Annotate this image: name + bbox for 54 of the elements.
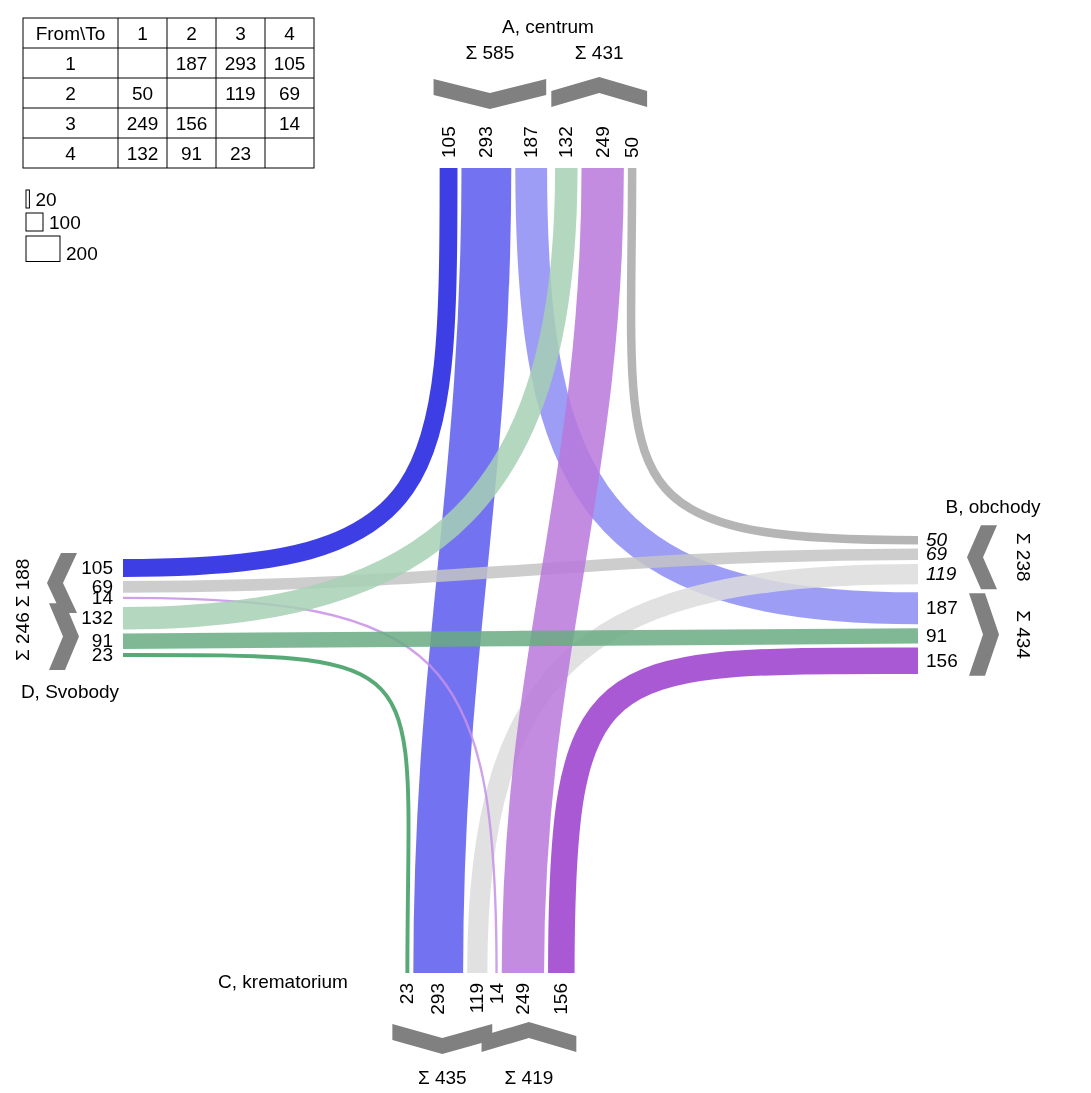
data-label: 249 (511, 983, 533, 1015)
data-label: 293 (427, 983, 449, 1015)
text: 100 (49, 212, 81, 233)
x-tick-label: 1 (137, 23, 148, 44)
data-label: 50 (131, 83, 154, 104)
data-label: 249 (591, 126, 613, 158)
data-label: 119 (466, 983, 488, 1014)
data-label: 156 (926, 649, 958, 671)
data-label: 132 (555, 126, 577, 158)
text: Σ 431 (574, 42, 624, 63)
data-label: 69 (278, 83, 301, 104)
data-label: 187 (520, 126, 542, 158)
data-label: 187 (926, 597, 958, 619)
data-label: 14 (485, 982, 507, 1005)
text: Σ 246 (12, 612, 33, 661)
category-label: B, obchody (945, 496, 1042, 517)
text: Σ 419 (504, 1067, 554, 1088)
data-label: 105 (81, 557, 113, 579)
text: Σ 435 (417, 1067, 467, 1088)
category-label: C, krematorium (218, 971, 348, 992)
category-label: D, Svobody (20, 681, 120, 702)
data-label: 249 (126, 113, 159, 134)
data-label: 23 (229, 143, 252, 164)
text: Σ 238 (1013, 532, 1034, 582)
x-tick-label: 3 (235, 23, 246, 44)
data-label: 91 (180, 143, 203, 164)
text: Σ 434 (1013, 610, 1034, 659)
data-label: 14 (278, 113, 301, 134)
text: 200 (66, 242, 98, 264)
data-label: 23 (396, 983, 418, 1005)
data-label: 132 (81, 607, 113, 629)
y-tick-label: 3 (65, 113, 76, 134)
legend-title: From\To (35, 23, 106, 44)
data-label: 105 (273, 53, 306, 74)
y-tick-label: 4 (65, 143, 77, 164)
data-label: 50 (621, 136, 643, 158)
text: Σ 188 (12, 558, 33, 608)
data-label: 156 (175, 113, 208, 134)
x-tick-label: 4 (284, 23, 296, 44)
text: 20 (35, 189, 57, 210)
y-tick-label: 2 (65, 83, 76, 104)
data-label: 187 (175, 53, 208, 74)
data-label: 119 (926, 563, 957, 585)
x-tick-label: 2 (186, 23, 197, 44)
data-label: 293 (224, 53, 257, 74)
data-label: 132 (126, 143, 159, 164)
data-label: 293 (475, 126, 497, 158)
data-label: 119 (225, 83, 256, 104)
data-label: 156 (550, 983, 572, 1015)
category-label: A, centrum (502, 16, 594, 37)
data-label: 105 (437, 126, 459, 158)
data-label: 91 (926, 624, 948, 646)
y-tick-label: 1 (65, 53, 76, 74)
text: Σ 585 (465, 42, 515, 63)
